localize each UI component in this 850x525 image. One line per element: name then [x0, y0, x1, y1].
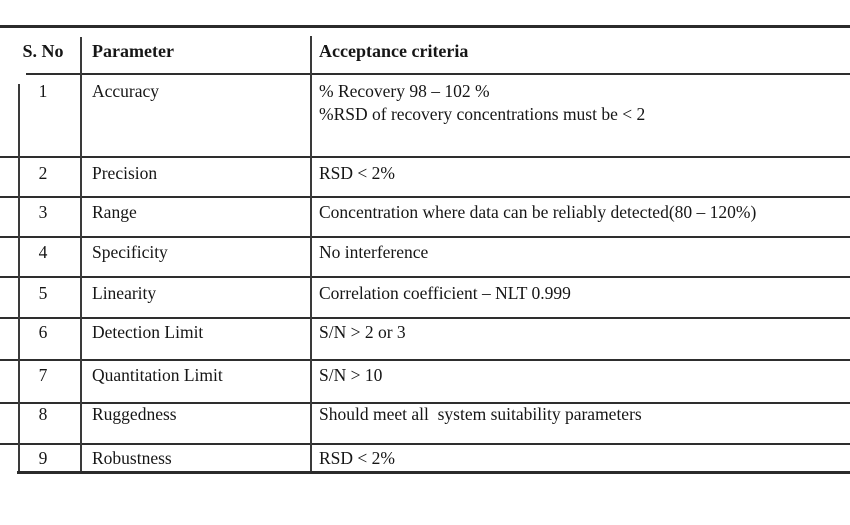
criteria-cell: RSD < 2% [319, 448, 395, 468]
criteria-cell: Correlation coefficient – NLT 0.999 [319, 283, 571, 303]
row-separator-5 [0, 317, 850, 319]
parameter-cell: Detection Limit [92, 322, 204, 342]
table-bottom-border [17, 471, 850, 474]
parameter-cell: Accuracy [92, 81, 160, 101]
row-separator-3 [0, 236, 850, 238]
table-top-border [0, 25, 850, 28]
header-underline [26, 73, 850, 75]
row-number-cell: 7 [38, 365, 48, 385]
criteria-cell: S/N > 2 or 3 [319, 322, 406, 342]
header-criteria: Acceptance criteria [319, 41, 469, 61]
criteria-cell: Concentration where data can be reliably… [319, 202, 757, 222]
criteria-cell: RSD < 2% [319, 163, 395, 183]
row-number-cell: 4 [38, 242, 48, 262]
row-separator-1 [0, 156, 850, 158]
parameter-cell: Specificity [92, 242, 168, 262]
parameter-cell: Quantitation Limit [92, 365, 223, 385]
row-separator-6 [0, 359, 850, 361]
column-divider-sno-parameter [80, 37, 82, 471]
criteria-cell: No interference [319, 242, 429, 262]
parameter-cell: Precision [92, 163, 158, 183]
table-left-border [18, 84, 20, 471]
row-number-cell: 3 [38, 202, 48, 222]
row-number-cell: 2 [38, 163, 48, 183]
criteria-cell: % Recovery 98 – 102 % %RSD of recovery c… [319, 81, 646, 124]
row-number-cell: 6 [38, 322, 48, 342]
criteria-cell: S/N > 10 [319, 365, 383, 385]
header-parameter: Parameter [92, 41, 174, 61]
row-number-cell: 9 [38, 448, 48, 468]
row-number-cell: 8 [38, 404, 48, 424]
header-sno: S. No [22, 41, 64, 61]
parameter-cell: Robustness [92, 448, 172, 468]
parameter-cell: Range [92, 202, 137, 222]
row-separator-2 [0, 196, 850, 198]
row-separator-8 [0, 443, 850, 445]
criteria-cell: Should meet all system suitability param… [319, 404, 642, 424]
row-number-cell: 1 [38, 81, 48, 101]
row-separator-7 [0, 402, 850, 404]
row-separator-4 [0, 276, 850, 278]
parameter-cell: Linearity [92, 283, 157, 303]
column-divider-parameter-criteria [310, 36, 312, 471]
parameter-cell: Ruggedness [92, 404, 177, 424]
row-number-cell: 5 [38, 283, 48, 303]
